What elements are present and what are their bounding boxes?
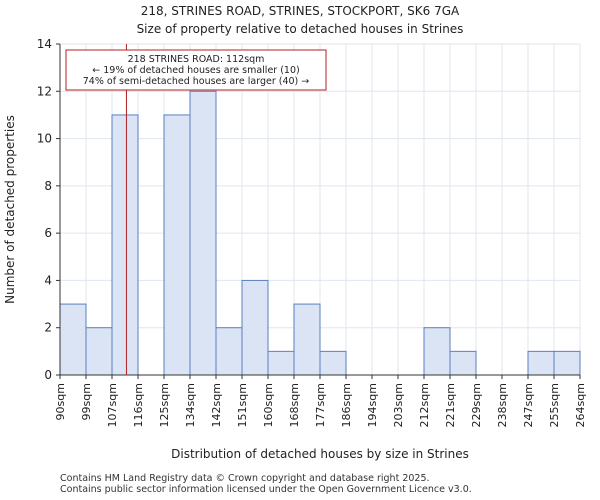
y-tick-label: 4: [44, 273, 52, 287]
x-tick-label: 194sqm: [366, 383, 379, 427]
annotation-box: [65, 49, 327, 91]
x-tick-label: 90sqm: [54, 383, 67, 420]
x-tick-label: 203sqm: [392, 383, 405, 427]
x-tick-label: 229sqm: [470, 383, 483, 427]
x-tick-label: 168sqm: [288, 383, 301, 427]
x-tick-label: 160sqm: [262, 383, 275, 427]
x-tick-label: 134sqm: [184, 383, 197, 427]
histogram-bar: [267, 350, 295, 376]
x-tick-label: 99sqm: [80, 383, 93, 420]
histogram-bar: [423, 327, 451, 376]
histogram-bar: [553, 350, 581, 376]
x-tick-label: 264sqm: [574, 383, 587, 427]
histogram-bar: [241, 279, 269, 376]
x-tick-label: 142sqm: [210, 383, 223, 427]
histogram-bar: [319, 350, 347, 376]
histogram-bar: [85, 327, 113, 376]
chart-subtitle: Size of property relative to detached ho…: [136, 22, 464, 36]
annotation-line-3: 74% of semi-detached houses are larger (…: [83, 76, 310, 87]
y-tick-label: 10: [37, 132, 52, 146]
histogram-bar: [449, 350, 477, 376]
x-tick-label: 151sqm: [236, 383, 249, 427]
x-tick-label: 255sqm: [548, 383, 561, 427]
histogram-bar: [215, 327, 243, 376]
histogram-bar: [293, 303, 321, 376]
x-tick-label: 186sqm: [340, 383, 353, 427]
footer-line-1: Contains HM Land Registry data © Crown c…: [60, 473, 430, 484]
histogram-bar: [189, 90, 217, 376]
y-tick-label: 14: [37, 37, 52, 51]
x-tick-label: 221sqm: [444, 383, 457, 427]
x-axis-title: Distribution of detached houses by size …: [171, 447, 469, 461]
x-tick-label: 212sqm: [418, 383, 431, 427]
x-tick-label: 177sqm: [314, 383, 327, 427]
y-tick-label: 8: [44, 179, 52, 193]
x-tick-label: 107sqm: [106, 383, 119, 427]
y-tick-label: 12: [37, 84, 52, 98]
footer-line-2: Contains public sector information licen…: [60, 484, 472, 495]
x-tick-label: 238sqm: [496, 383, 509, 427]
chart-title: 218, STRINES ROAD, STRINES, STOCKPORT, S…: [140, 4, 460, 18]
histogram-bar: [59, 303, 87, 376]
x-tick-label: 247sqm: [522, 383, 535, 427]
x-tick-label: 125sqm: [158, 383, 171, 427]
annotation-line-1: 218 STRINES ROAD: 112sqm: [128, 54, 265, 65]
annotation-line-2: ← 19% of detached houses are smaller (10…: [92, 65, 299, 76]
y-tick-label: 6: [44, 226, 52, 240]
histogram-bar: [527, 350, 555, 376]
histogram-bar: [111, 114, 139, 376]
y-tick-label: 2: [44, 321, 52, 335]
y-tick-label: 0: [44, 368, 52, 382]
y-axis-title: Number of detached properties: [3, 115, 17, 304]
x-tick-label: 116sqm: [132, 383, 145, 427]
histogram-bar: [163, 114, 191, 376]
